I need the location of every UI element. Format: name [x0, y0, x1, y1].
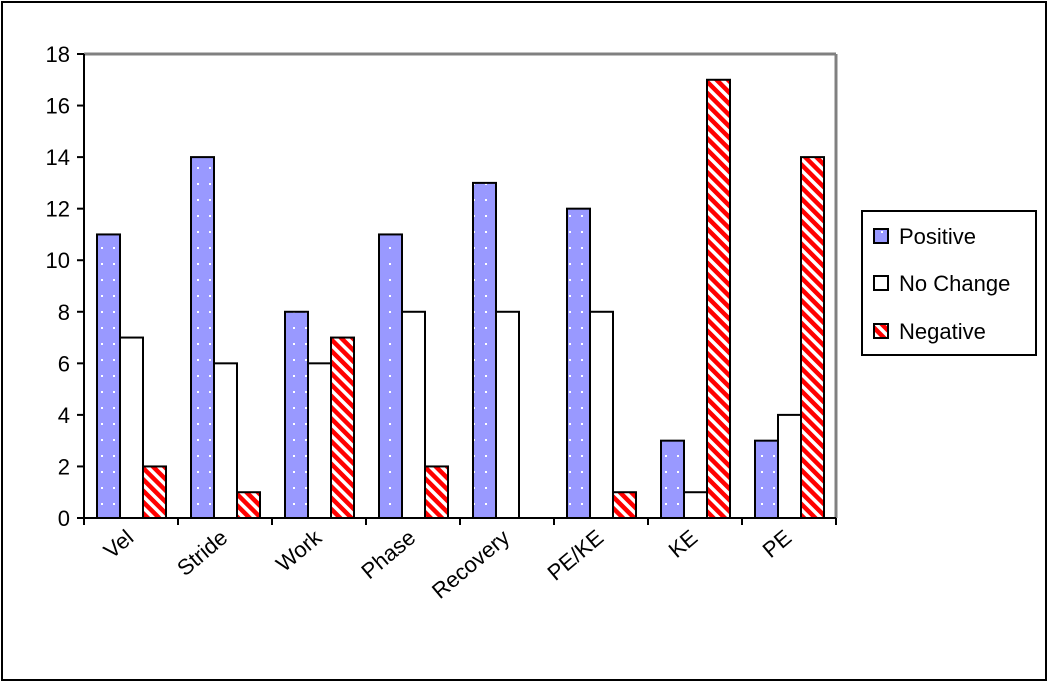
bar-negative-pe-ke: [612, 491, 637, 520]
bar-negative-phase: [424, 465, 449, 520]
bar-no-change-vel: [119, 336, 144, 519]
bar-positive-work: [284, 310, 309, 519]
x-category-label: PE: [758, 525, 797, 563]
legend-label-negative: Negative: [899, 319, 986, 344]
bar-negative-stride: [236, 491, 261, 520]
bar-positive-pe-ke: [566, 207, 591, 520]
bar-no-change-work: [307, 362, 332, 520]
legend-label-positive: Positive: [899, 224, 976, 249]
bar-no-change-phase: [401, 310, 426, 519]
bar-no-change-ke: [683, 491, 708, 520]
y-tick-label: 14: [46, 145, 70, 170]
y-tick-label: 16: [46, 94, 70, 119]
y-tick-label: 8: [58, 300, 70, 325]
y-tick-label: 6: [58, 351, 70, 376]
y-tick-label: 10: [46, 248, 70, 273]
bar-positive-vel: [96, 233, 121, 519]
bar-negative-work: [330, 336, 355, 519]
bar-positive-phase: [378, 233, 403, 519]
x-category-label: Work: [271, 524, 327, 577]
y-tick-label: 12: [46, 197, 70, 222]
bar-no-change-pe-ke: [589, 310, 614, 519]
x-category-label: Phase: [356, 525, 420, 584]
x-category-label: KE: [664, 525, 703, 563]
bar-positive-ke: [660, 439, 685, 519]
legend-swatch-negative: [873, 323, 889, 339]
legend-box: [861, 210, 1037, 356]
bar-positive-stride: [190, 156, 215, 519]
bar-positive-pe: [754, 439, 779, 519]
y-tick-label: 2: [58, 454, 70, 479]
bar-negative-ke: [706, 78, 731, 520]
x-category-label: Vel: [99, 525, 139, 564]
bar-no-change-stride: [213, 362, 238, 520]
legend-swatch-positive: [873, 228, 889, 244]
bar-positive-recovery: [472, 181, 497, 519]
x-category-label: Stride: [172, 525, 232, 581]
x-category-label: PE/KE: [542, 525, 608, 586]
legend-swatch-no-change: [873, 275, 889, 291]
y-tick-label: 4: [58, 403, 70, 428]
x-category-label: Recovery: [427, 525, 514, 604]
y-tick-label: 0: [58, 506, 70, 531]
bar-no-change-recovery: [495, 310, 520, 519]
y-tick-label: 18: [46, 42, 70, 67]
bar-no-change-pe: [777, 413, 802, 519]
bar-negative-pe: [800, 156, 825, 519]
bar-negative-vel: [142, 465, 167, 520]
legend-label-no-change: No Change: [899, 271, 1010, 296]
